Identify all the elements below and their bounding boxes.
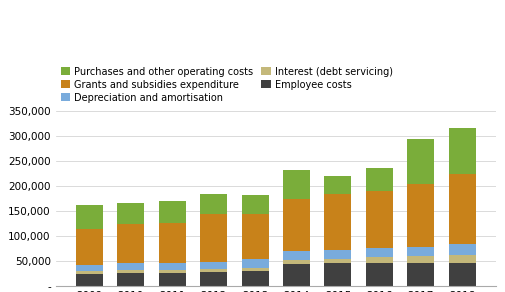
Bar [282,251,310,260]
Bar [324,263,351,286]
Bar [241,268,268,271]
Bar [199,272,227,286]
Bar [76,265,103,271]
Bar [365,248,392,257]
Bar [117,263,144,270]
Bar [76,271,103,274]
Bar [282,260,310,264]
Bar [324,259,351,263]
Bar [448,244,475,255]
Bar [448,263,475,286]
Bar [282,170,310,199]
Bar [365,263,392,286]
Bar [407,139,433,184]
Legend: Purchases and other operating costs, Grants and subsidies expenditure, Depreciat: Purchases and other operating costs, Gra… [61,67,392,102]
Bar [365,191,392,248]
Bar [158,201,185,223]
Bar [241,259,268,268]
Bar [365,257,392,263]
Bar [448,255,475,263]
Bar [241,195,268,214]
Bar [76,229,103,265]
Bar [117,273,144,286]
Bar [158,270,185,273]
Bar [117,270,144,273]
Bar [324,250,351,259]
Bar [117,203,144,224]
Bar [199,269,227,272]
Bar [76,274,103,286]
Bar [282,264,310,286]
Bar [199,262,227,269]
Bar [448,173,475,244]
Bar [282,199,310,251]
Bar [241,214,268,259]
Bar [365,168,392,191]
Bar [158,273,185,286]
Bar [241,271,268,286]
Bar [199,194,227,214]
Bar [324,176,351,194]
Bar [324,194,351,250]
Bar [407,247,433,256]
Bar [199,214,227,262]
Bar [76,205,103,229]
Bar [158,263,185,270]
Bar [407,184,433,247]
Bar [117,224,144,263]
Bar [407,263,433,286]
Bar [407,256,433,263]
Bar [158,223,185,263]
Bar [448,128,475,173]
